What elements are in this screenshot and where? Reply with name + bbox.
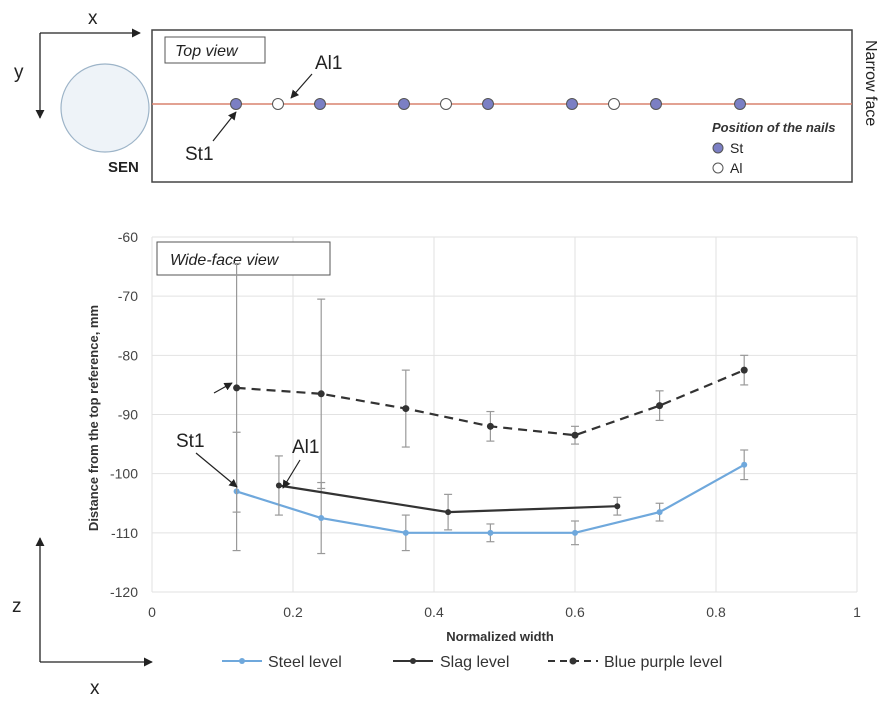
legend-steel-marker	[239, 658, 245, 664]
st1-annotation-arrow-upper	[213, 382, 233, 394]
wide-face-label-box	[156, 241, 331, 276]
steel-level-point-3	[487, 529, 494, 536]
sen-circle	[60, 63, 150, 153]
x-tick-labels: 0 0.2 0.4 0.6 0.8 1	[148, 604, 861, 620]
x-tick-label-0: 0	[148, 604, 156, 620]
y-tick-label-0: -60	[118, 229, 138, 245]
legend-blue-purple-label: Blue purple level	[604, 654, 722, 671]
y-axis-label: Distance from the top reference, mm	[86, 305, 101, 531]
nail-marker-st-6	[482, 98, 494, 110]
side-x-label: x	[90, 678, 100, 699]
y-tick-label-1: -70	[118, 288, 138, 304]
top-x-axis-label: x	[88, 8, 98, 29]
x-tick-label-4: 0.8	[706, 604, 726, 620]
steel-level-point-5	[656, 509, 663, 516]
nail-marker-al-2	[272, 98, 284, 110]
al1-callout-arrow	[290, 73, 313, 99]
blue-purple-level-point-0	[233, 384, 241, 392]
steel-level-point-1	[318, 515, 325, 522]
top-view-panel: x y SEN Top view Narrow face Al1 St1 Pos…	[14, 8, 879, 183]
slag-level-point-0	[275, 482, 282, 489]
blue-purple-level-point-5	[656, 402, 664, 410]
mold-top-box	[151, 29, 853, 183]
steel-level-point-4	[572, 529, 578, 536]
al1-annotation-arrow	[282, 459, 301, 489]
nail-marker-st-10	[734, 98, 746, 110]
top-view-label-box	[164, 36, 266, 64]
st1-annotation-label: St1	[176, 431, 205, 452]
side-axes: z x	[12, 537, 153, 699]
blue-purple-level-point-6	[740, 366, 748, 374]
top-view-label: Top view	[175, 43, 239, 60]
x-axis-label: Normalized width	[446, 629, 554, 644]
steel-level-line	[236, 463, 745, 534]
legend-steel-label: Steel level	[268, 654, 342, 671]
legend-st-marker	[712, 142, 724, 154]
side-z-label: z	[12, 596, 22, 617]
nail-marker-al-5	[440, 98, 452, 110]
series-blue-purple-level	[232, 263, 749, 513]
x-tick-label-3: 0.6	[565, 604, 585, 620]
blue-purple-level-point-4	[571, 431, 579, 439]
nail-marker-al-8	[608, 98, 620, 110]
al1-annotation-label: Al1	[292, 437, 319, 458]
legend-slag-label: Slag level	[440, 654, 509, 671]
chart-series	[232, 263, 749, 555]
x-tick-label-1: 0.2	[283, 604, 303, 620]
legend-st-label: St	[730, 140, 743, 156]
nail-marker-st-9	[650, 98, 662, 110]
y-tick-label-2: -80	[118, 347, 138, 363]
st1-callout-arrow	[212, 111, 237, 142]
sen-label: SEN	[108, 159, 139, 176]
legend-al-label: Al	[730, 160, 742, 176]
nail-marker-st-3	[314, 98, 326, 110]
legend-al-marker	[712, 162, 724, 174]
y-tick-label-3: -90	[118, 407, 138, 423]
nail-markers	[230, 98, 746, 110]
st1-callout-label: St1	[185, 144, 214, 165]
y-tick-label-6: -120	[110, 584, 138, 600]
blue-purple-level-point-1	[317, 390, 325, 398]
wide-face-chart: -60-70-80-90-100-110-120 0 0.2 0.4 0.6 0.8 1 …	[86, 229, 861, 644]
steel-level-point-6	[741, 461, 748, 468]
blue-purple-level-point-3	[486, 422, 494, 430]
y-tick-label-4: -100	[110, 466, 138, 482]
y-tick-label-5: -110	[111, 525, 138, 541]
nail-marker-st-4	[398, 98, 410, 110]
nail-legend-title: Position of the nails	[712, 120, 836, 135]
nail-marker-st-1	[230, 98, 242, 110]
slag-level-point-1	[445, 509, 452, 516]
top-y-axis-label: y	[14, 62, 24, 83]
chart-legend: Steel level Slag level Blue purple level	[222, 654, 722, 671]
wide-face-label: Wide-face view	[170, 252, 280, 269]
blue-purple-level-point-2	[402, 405, 410, 413]
al1-callout-label: Al1	[315, 53, 342, 74]
y-tick-labels: -60 -70 -80 -90 -100 -110 -120	[110, 229, 138, 600]
narrow-face-label: Narrow face	[862, 40, 879, 126]
legend-blue-purple-marker	[569, 657, 577, 665]
slag-level-point-2	[614, 503, 621, 510]
series-slag-level	[274, 455, 622, 531]
chart-grid	[151, 236, 858, 593]
x-tick-label-5: 1	[853, 604, 861, 620]
st1-annotation-arrow-lower	[195, 452, 238, 488]
nail-marker-st-7	[566, 98, 578, 110]
steel-level-point-2	[402, 529, 409, 536]
x-tick-label-2: 0.4	[424, 604, 444, 620]
legend-slag-marker	[410, 658, 416, 664]
